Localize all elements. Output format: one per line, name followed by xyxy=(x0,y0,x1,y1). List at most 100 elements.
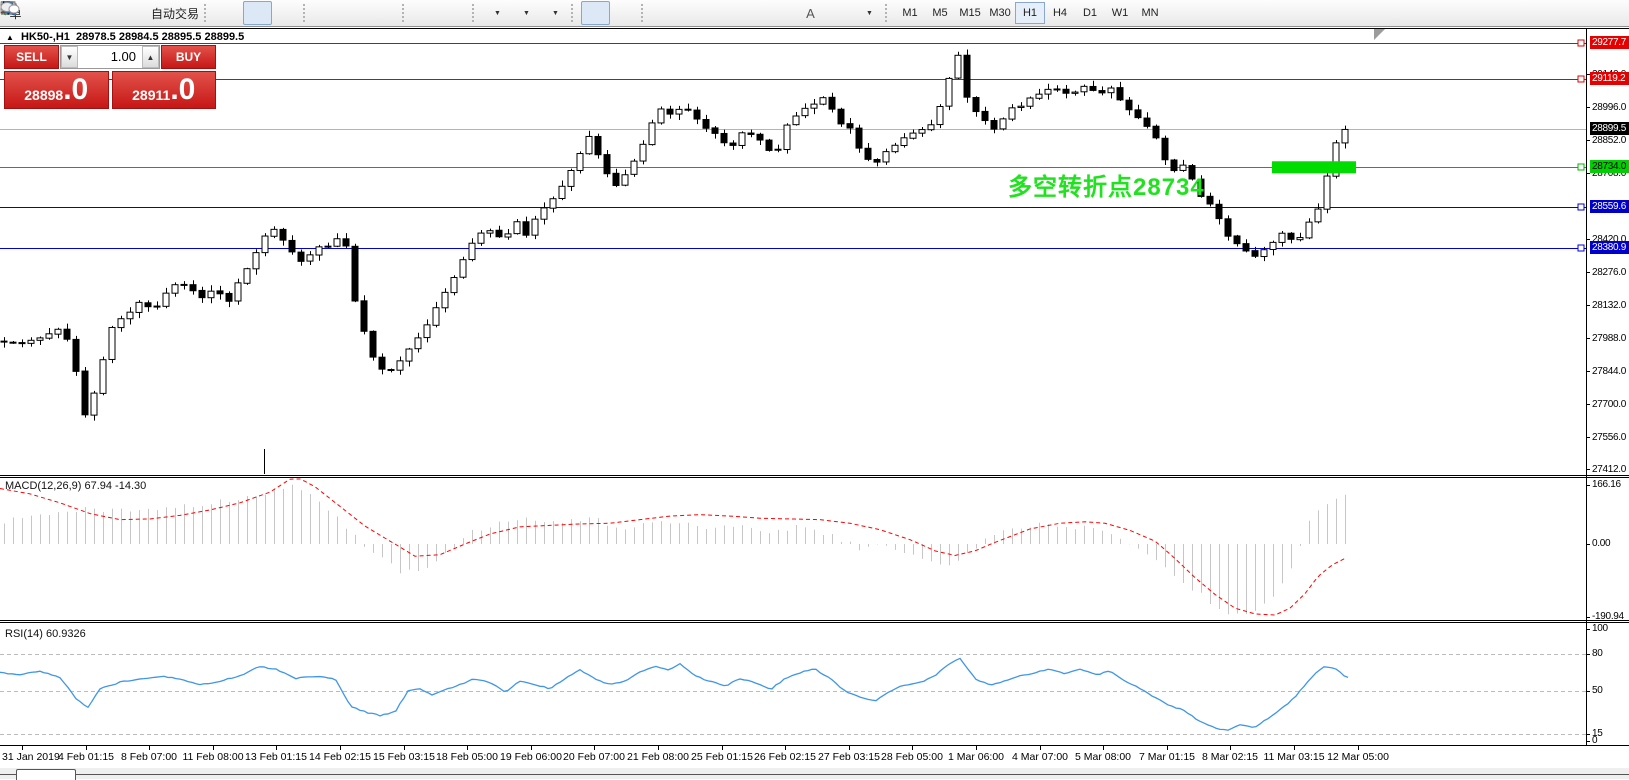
auto-scroll-button[interactable] xyxy=(3,1,441,25)
chart-symbol-period: HK50-,H1 xyxy=(20,31,70,43)
timeframe-button-H1[interactable]: H1 xyxy=(1015,2,1046,24)
time-axis-label[interactable]: 13 Feb 01:15 xyxy=(245,751,307,763)
time-axis-label[interactable]: 19 Feb 06:00 xyxy=(500,751,562,763)
trendline-tool-button[interactable] xyxy=(1,1,738,25)
bar-chart-button[interactable] xyxy=(2,1,243,25)
price-line-label[interactable]: 29119.2 xyxy=(1590,72,1629,85)
price-line-label[interactable]: 28380.9 xyxy=(1590,241,1629,254)
zoom-in-button[interactable] xyxy=(1,1,342,25)
timeframe-button-M30[interactable]: M30 xyxy=(989,7,1011,19)
timeframe-button-W1[interactable]: W1 xyxy=(1111,7,1129,19)
text-tool-button[interactable]: A xyxy=(796,1,825,25)
terminal-button[interactable] xyxy=(1,1,146,25)
macd-scale-label: 166.16 xyxy=(1592,479,1621,490)
time-axis-label[interactable]: 11 Feb 08:00 xyxy=(182,751,244,763)
buy-price: 28911 xyxy=(132,87,171,103)
volume-decrease-button[interactable]: ▼ xyxy=(61,46,78,68)
rsi-scale-label: 50 xyxy=(1592,685,1603,696)
time-axis-label[interactable]: 5 Mar 08:00 xyxy=(1074,751,1132,763)
chart-shift-marker[interactable] xyxy=(1374,29,1385,40)
time-axis-label[interactable]: 8 Feb 07:00 xyxy=(120,751,178,763)
price-line-handle[interactable] xyxy=(1577,203,1585,211)
candlestick-chart-button[interactable] xyxy=(1,1,273,25)
line-chart-button[interactable] xyxy=(0,1,301,25)
new-chart-button[interactable]: ▼ xyxy=(1,1,511,25)
community-button[interactable] xyxy=(0,1,1623,25)
time-axis-label[interactable]: 7 Mar 01:15 xyxy=(1138,751,1196,763)
rsi-scale-label: 80 xyxy=(1592,648,1603,659)
time-axis-label[interactable]: 1 Mar 06:00 xyxy=(947,751,1005,763)
chart-tab[interactable] xyxy=(16,769,76,780)
time-axis-label[interactable]: 11 Mar 03:15 xyxy=(1263,751,1325,763)
timeframe-button-MN[interactable]: MN xyxy=(1141,7,1159,19)
time-axis-label[interactable]: 12 Mar 05:00 xyxy=(1327,751,1389,763)
main-toolbar: 单 自动交易 ▼ ▼ ▼ E F A T ▼ M1 M5 M15 M30 H1 H4 D1 W… xyxy=(0,0,1629,27)
time-axis-label[interactable]: 25 Feb 01:15 xyxy=(691,751,753,763)
price-line-label[interactable]: 28899.5 xyxy=(1590,122,1629,135)
tile-windows-button[interactable] xyxy=(1,1,400,25)
timeframe-button-H4[interactable]: H4 xyxy=(1052,7,1068,19)
time-axis-label[interactable]: 14 Feb 02:15 xyxy=(309,751,371,763)
sell-button[interactable]: SELL xyxy=(4,45,59,69)
vertical-line-tool-button[interactable] xyxy=(4,1,680,25)
sell-price-tile[interactable]: 28898 .0 xyxy=(4,71,109,109)
time-axis-label[interactable]: 15 Feb 03:15 xyxy=(373,751,435,763)
pane-separator[interactable] xyxy=(0,620,1629,621)
buy-button[interactable]: BUY xyxy=(161,45,216,69)
timeframe-button-D1[interactable]: D1 xyxy=(1082,7,1098,19)
price-tick-label: 28276.0 xyxy=(1592,266,1627,278)
price-line-label[interactable]: 28559.6 xyxy=(1590,200,1629,213)
price-line-handle[interactable] xyxy=(1577,244,1585,252)
pane-separator[interactable] xyxy=(0,477,1629,478)
market-watch-button[interactable] xyxy=(1,1,59,25)
price-tick-label: 28996.0 xyxy=(1592,101,1627,113)
time-axis-label[interactable]: 21 Feb 08:00 xyxy=(627,751,689,763)
price-line-label[interactable]: 29277.7 xyxy=(1590,36,1629,49)
chart-shift-button[interactable] xyxy=(3,1,470,25)
pane-separator[interactable] xyxy=(0,622,1629,623)
zoom-out-button[interactable] xyxy=(1,1,371,25)
sell-price-decimal: .0 xyxy=(63,73,89,106)
price-line-handle[interactable] xyxy=(1577,75,1585,83)
timeframe-button-M15[interactable]: M15 xyxy=(959,7,981,19)
text-label-tool-button[interactable]: T xyxy=(0,1,854,25)
price-line-handle[interactable] xyxy=(1577,39,1585,47)
new-order-button[interactable]: 单 xyxy=(1,1,30,25)
price-line-label[interactable]: 28734.0 xyxy=(1590,160,1629,173)
indicators-button[interactable]: ▼ xyxy=(0,1,569,25)
horizontal-line-tool-button[interactable] xyxy=(1,1,709,25)
buy-price-tile[interactable]: 28911 .0 xyxy=(111,71,216,109)
pivot-highlight-box[interactable] xyxy=(1272,161,1356,174)
pivot-annotation-text[interactable]: 多空转折点28734 xyxy=(1008,174,1205,201)
pane-separator[interactable] xyxy=(0,475,1629,476)
equidistant-channel-tool-button[interactable]: E xyxy=(0,1,767,25)
autotrading-label: 自动交易 xyxy=(151,6,200,21)
time-axis-label[interactable]: 8 Mar 02:15 xyxy=(1201,751,1259,763)
rsi-indicator-label: RSI(14) 60.9326 xyxy=(5,628,86,640)
time-axis-label[interactable]: 4 Feb 01:15 xyxy=(57,751,115,763)
arrows-tool-button[interactable]: ▼ xyxy=(2,1,883,25)
fibonacci-tool-button[interactable]: F xyxy=(1,1,796,25)
cursor-tool-button[interactable] xyxy=(3,1,611,25)
time-axis-label[interactable]: 31 Jan 2019 xyxy=(2,751,60,763)
data-window-button[interactable] xyxy=(1,1,88,25)
price-line-handle[interactable] xyxy=(1577,163,1585,171)
autotrading-button[interactable]: 自动交易 xyxy=(3,1,202,25)
time-axis-label[interactable]: 20 Feb 07:00 xyxy=(563,751,625,763)
periods-button[interactable]: ▼ xyxy=(1,1,540,25)
search-button[interactable] xyxy=(2,1,1594,25)
time-axis-label[interactable]: 27 Feb 03:15 xyxy=(818,751,880,763)
volume-increase-button[interactable]: ▲ xyxy=(142,46,159,68)
crosshair-tool-button[interactable] xyxy=(1,1,639,25)
timeframe-button-M5[interactable]: M5 xyxy=(932,7,948,19)
time-axis-label[interactable]: 26 Feb 02:15 xyxy=(754,751,816,763)
timeframe-button-M1[interactable]: M1 xyxy=(902,7,918,19)
collapse-triangle-icon[interactable]: ▲ xyxy=(6,33,14,42)
time-axis-label[interactable]: 4 Mar 07:00 xyxy=(1011,751,1069,763)
dropdown-arrow-icon: ▼ xyxy=(552,9,559,17)
volume-input[interactable]: 1.00 xyxy=(110,49,136,64)
navigator-button[interactable] xyxy=(2,1,117,25)
time-axis-label[interactable]: 18 Feb 05:00 xyxy=(436,751,498,763)
time-axis-label[interactable]: 28 Feb 05:00 xyxy=(881,751,943,763)
